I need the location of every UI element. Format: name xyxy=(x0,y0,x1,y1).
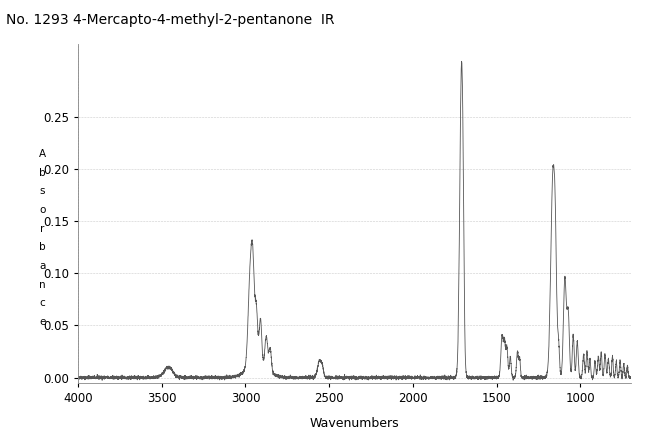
Text: c: c xyxy=(39,298,45,308)
Text: a: a xyxy=(39,261,46,271)
Text: o: o xyxy=(39,205,46,215)
Text: Wavenumbers: Wavenumbers xyxy=(309,417,399,430)
Text: b: b xyxy=(39,242,46,252)
Text: A: A xyxy=(38,149,46,159)
Text: s: s xyxy=(40,187,45,196)
Text: r: r xyxy=(40,224,44,234)
Text: b: b xyxy=(39,168,46,178)
Text: n: n xyxy=(39,279,46,290)
Text: e: e xyxy=(39,317,46,327)
Text: No. 1293 4-Mercapto-4-methyl-2-pentanone  IR: No. 1293 4-Mercapto-4-methyl-2-pentanone… xyxy=(6,13,335,27)
